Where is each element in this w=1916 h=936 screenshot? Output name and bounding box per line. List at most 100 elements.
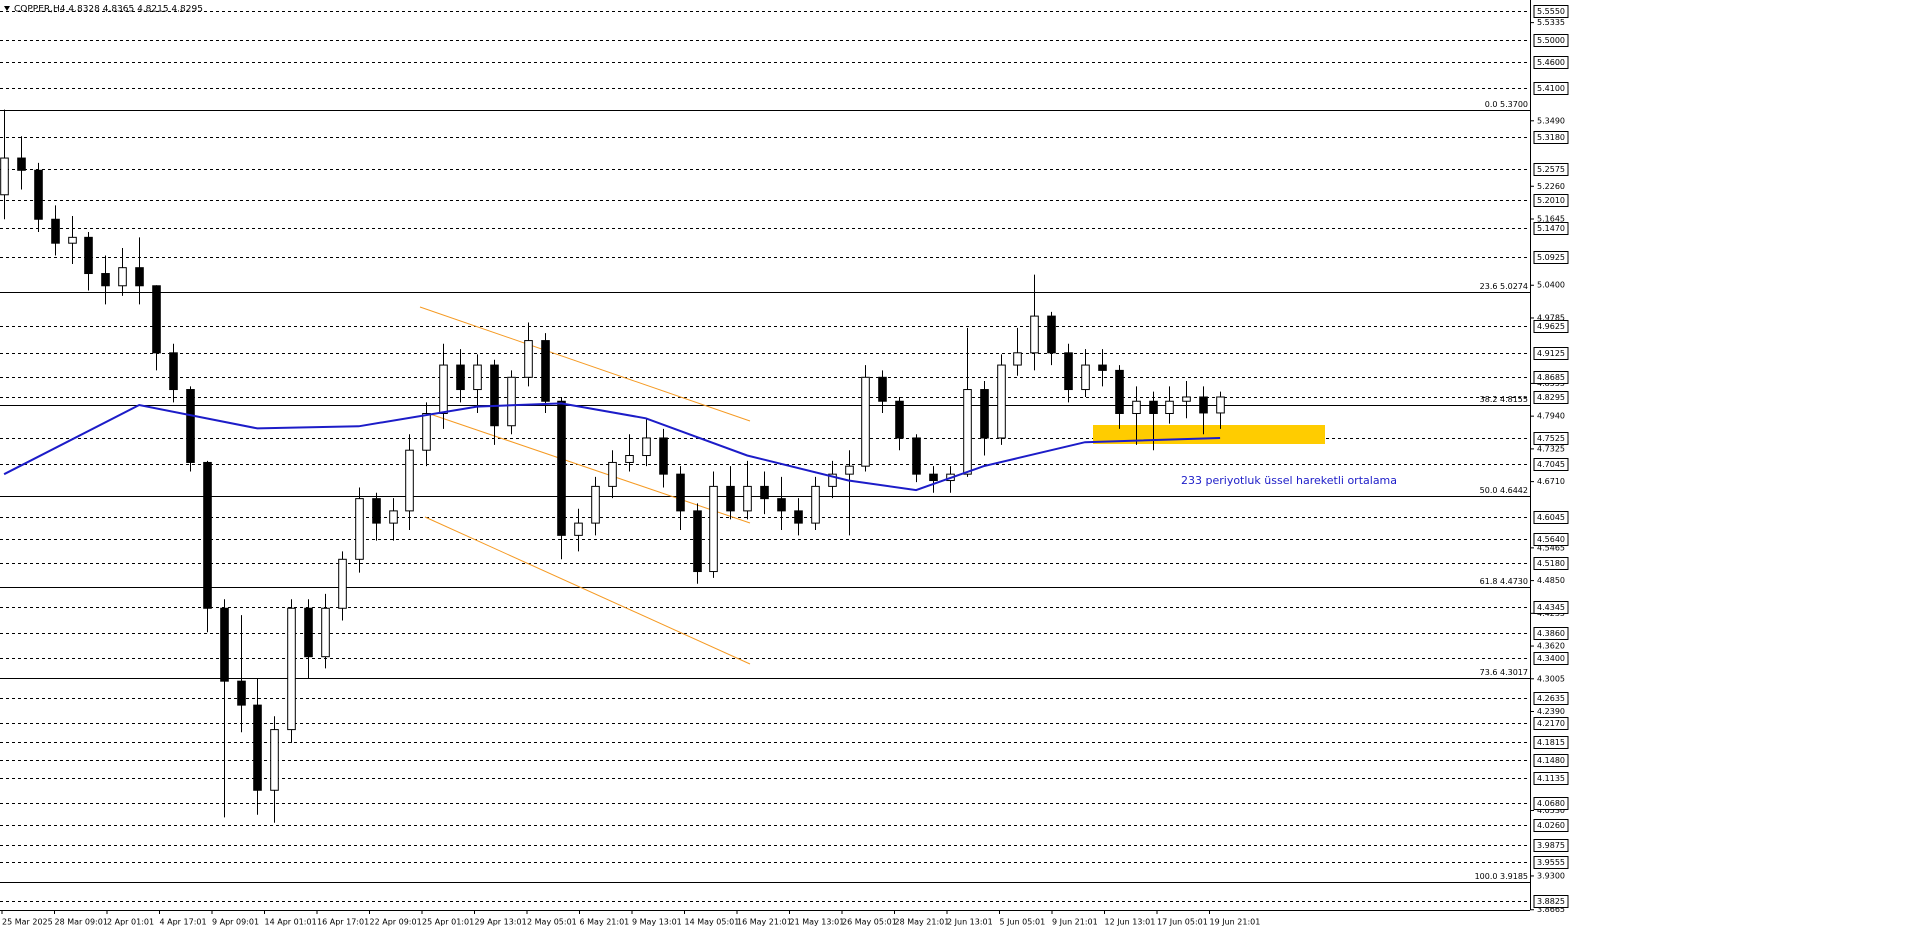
level-label: 4.2170 xyxy=(1537,719,1565,728)
channel-line xyxy=(419,306,751,422)
x-tick-label: 2 Jun 13:01 xyxy=(947,918,993,927)
candle-body xyxy=(591,485,600,524)
candle-body xyxy=(389,510,398,524)
candle-body xyxy=(963,389,972,475)
level-label: 5.4600 xyxy=(1537,58,1565,67)
candle-body xyxy=(17,157,26,171)
x-tick-label: 4 Apr 17:01 xyxy=(160,918,207,927)
candle-body xyxy=(456,364,465,391)
x-tick-label: 9 May 13:01 xyxy=(632,918,682,927)
chart-title: COPPER,H4 4.8328 4.8365 4.8215 4.8295 xyxy=(14,5,203,15)
candle-body xyxy=(676,473,685,512)
level-label-box xyxy=(1533,652,1569,665)
level-label-box xyxy=(1533,432,1569,445)
candle-body xyxy=(84,236,93,275)
candle-body xyxy=(524,340,533,378)
candle-body xyxy=(1132,400,1141,414)
candle-body xyxy=(338,558,347,609)
level-label-box xyxy=(1533,82,1569,95)
fib-label: 23.6 5.0274 xyxy=(1480,282,1528,291)
level-label: 4.6045 xyxy=(1537,513,1565,522)
y-tick-label: 4.2390 xyxy=(1537,707,1565,716)
fib-label: 38.2 4.8155 xyxy=(1480,395,1528,404)
x-tick-label: 6 May 21:01 xyxy=(580,918,630,927)
fib-label: 0.0 5.3700 xyxy=(1485,100,1528,109)
candle-body xyxy=(220,607,229,682)
level-label: 4.8685 xyxy=(1537,373,1565,382)
level-label: 4.1815 xyxy=(1537,738,1565,747)
level-label: 4.0260 xyxy=(1537,821,1565,830)
x-tick-label: 14 May 05:01 xyxy=(685,918,740,927)
candle-body xyxy=(878,376,887,402)
y-tick-label: 5.0400 xyxy=(1537,281,1565,290)
candle-body xyxy=(34,169,43,220)
fib-label: 73.6 4.3017 xyxy=(1480,668,1528,677)
candle-body xyxy=(473,364,482,391)
candle-body xyxy=(253,704,262,791)
level-label-box xyxy=(1533,736,1569,749)
candle-body xyxy=(608,461,617,487)
candle-body xyxy=(980,389,989,439)
level-label: 4.8295 xyxy=(1537,393,1565,402)
candle-body xyxy=(625,455,634,463)
candle-body xyxy=(1081,364,1090,391)
x-tick-label: 25 Apr 01:01 xyxy=(422,918,474,927)
y-tick-label: 5.2260 xyxy=(1537,182,1565,191)
ema-line xyxy=(3,402,1221,492)
candle-body xyxy=(270,729,279,791)
x-tick-label: 19 Jun 21:01 xyxy=(1210,918,1261,927)
channel-line xyxy=(429,413,751,524)
candle-body xyxy=(861,376,870,467)
x-tick-label: 21 May 13:01 xyxy=(790,918,845,927)
level-label: 4.3400 xyxy=(1537,654,1565,663)
candle-body xyxy=(51,218,60,244)
candle-body xyxy=(68,236,77,244)
candle-body xyxy=(237,680,246,706)
candle-body xyxy=(507,376,516,427)
y-tick-label: 4.4850 xyxy=(1537,576,1565,585)
candle-body xyxy=(541,340,550,402)
candle-body xyxy=(490,364,499,427)
candle-body xyxy=(186,389,195,463)
candle-body xyxy=(405,449,414,512)
candle-body xyxy=(1098,364,1107,371)
menu-icon[interactable] xyxy=(4,6,10,11)
x-tick-label: 14 Apr 01:01 xyxy=(265,918,317,927)
x-tick-label: 16 May 21:01 xyxy=(737,918,792,927)
level-label-box xyxy=(1533,222,1569,235)
level-label: 3.9555 xyxy=(1537,858,1565,867)
x-tick-label: 2 Apr 01:01 xyxy=(107,918,154,927)
y-tick-label: 4.9785 xyxy=(1537,313,1565,322)
level-label: 5.1470 xyxy=(1537,224,1565,233)
x-tick-label: 12 Jun 13:01 xyxy=(1105,918,1156,927)
x-tick-label: 9 Apr 09:01 xyxy=(212,918,259,927)
y-tick-label: 4.0530 xyxy=(1537,806,1565,815)
level-label-box xyxy=(1533,754,1569,767)
candle-body xyxy=(777,498,786,512)
x-tick-label: 28 Mar 09:01 xyxy=(55,918,108,927)
candle-body xyxy=(422,412,431,451)
fib-label: 100.0 3.9185 xyxy=(1475,872,1528,881)
candle-body xyxy=(1030,315,1039,354)
y-tick-label: 5.3490 xyxy=(1537,116,1565,125)
channel-line xyxy=(424,516,751,665)
x-tick-label: 9 Jun 21:01 xyxy=(1052,918,1098,927)
level-label: 5.5550 xyxy=(1537,7,1565,16)
level-label-box xyxy=(1533,895,1569,908)
candle-body xyxy=(845,465,854,475)
level-label: 4.4345 xyxy=(1537,603,1565,612)
y-tick-label: 4.3620 xyxy=(1537,642,1565,651)
candle-body xyxy=(1064,352,1073,391)
candle-body xyxy=(828,473,837,487)
level-label: 5.4100 xyxy=(1537,84,1565,93)
level-label-box xyxy=(1533,692,1569,705)
level-label: 5.2010 xyxy=(1537,196,1565,205)
y-tick-label: 4.6710 xyxy=(1537,477,1565,486)
level-label-box xyxy=(1533,391,1569,404)
candle-body xyxy=(152,285,161,354)
candle-body xyxy=(304,607,313,658)
level-label: 4.5640 xyxy=(1537,535,1565,544)
level-label: 4.2635 xyxy=(1537,694,1565,703)
